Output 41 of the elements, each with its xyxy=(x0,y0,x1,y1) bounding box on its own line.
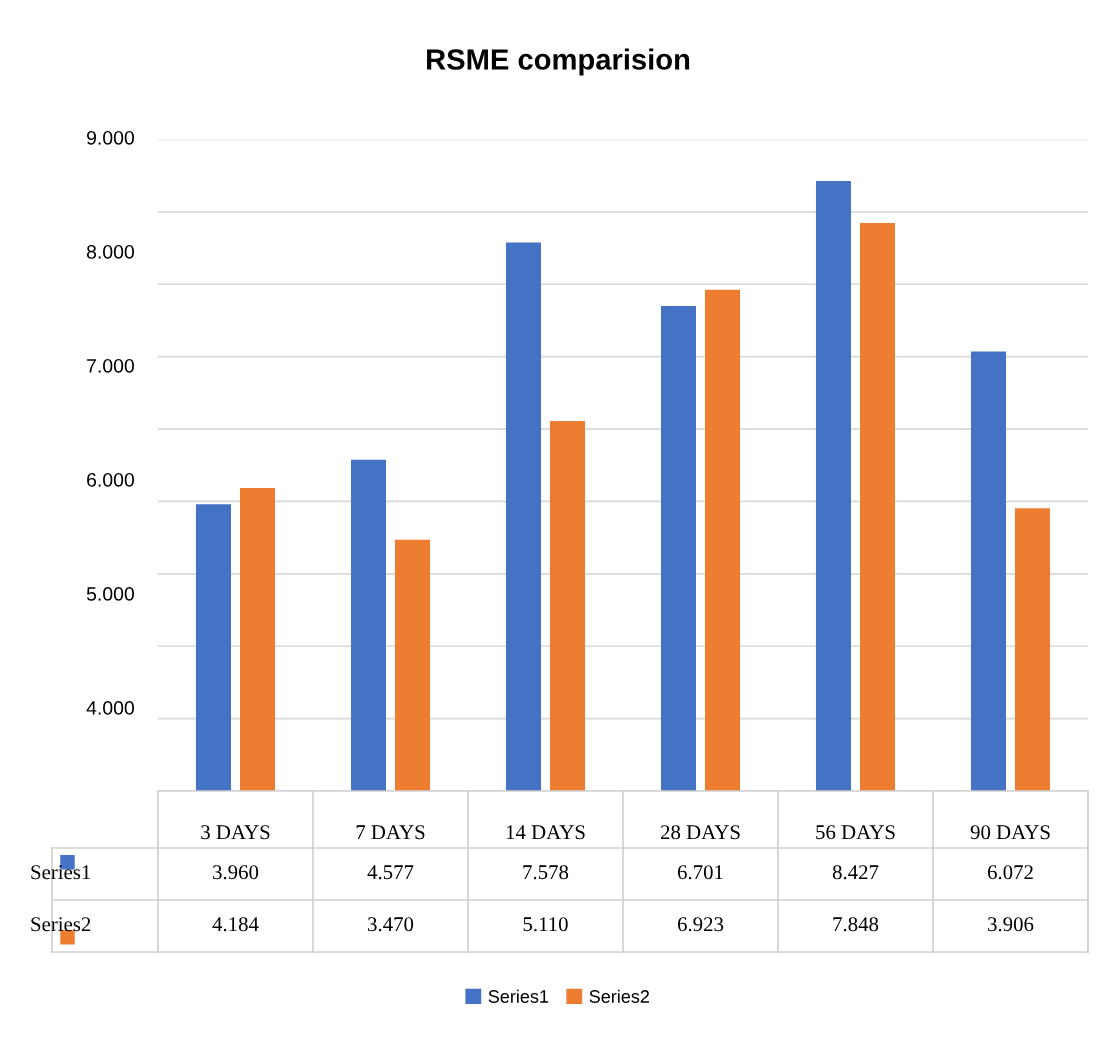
text: 5.000 xyxy=(86,587,134,601)
data-label: 4.184 xyxy=(212,917,259,932)
data-label: 6.072 xyxy=(987,865,1033,880)
x-tick-label: 90 DAYS xyxy=(970,825,1050,840)
data-label: 6.923 xyxy=(677,917,724,932)
bar xyxy=(660,305,696,791)
chart-title: RSME comparision xyxy=(427,48,690,76)
legend-label: Series1 xyxy=(488,989,549,1003)
bar xyxy=(704,289,741,791)
bar xyxy=(970,351,1006,791)
data-label: 6.701 xyxy=(677,865,723,880)
bar xyxy=(1014,508,1051,791)
text: 7.000 xyxy=(87,358,134,373)
data-label: 4.577 xyxy=(367,865,414,880)
x-tick-label: 14 DAYS xyxy=(506,825,585,840)
text: Series2 xyxy=(31,917,91,932)
data-label: 3.906 xyxy=(988,917,1034,932)
x-tick-label: 7 DAYS xyxy=(356,825,425,840)
text: Series1 xyxy=(31,865,91,880)
data-label: 8.427 xyxy=(832,865,879,880)
bar xyxy=(859,222,896,791)
bar xyxy=(815,180,851,791)
text: 4.000 xyxy=(86,701,134,715)
text: 9.000 xyxy=(87,130,134,145)
data-label: 5.110 xyxy=(523,917,568,932)
bar xyxy=(394,539,431,791)
bar xyxy=(549,421,586,791)
bar xyxy=(195,504,231,791)
data-label: 3.470 xyxy=(368,917,414,932)
text: 8.000 xyxy=(86,244,134,259)
x-tick-label: 28 DAYS xyxy=(660,825,740,840)
bar xyxy=(239,488,276,791)
bar xyxy=(350,459,386,791)
text: 6.000 xyxy=(87,472,134,487)
x-tick-label: 56 DAYS xyxy=(816,825,895,840)
legend-label: Series2 xyxy=(589,989,650,1003)
bar xyxy=(505,242,541,791)
x-tick-label: 3 DAYS xyxy=(201,825,270,840)
data-label: 7.848 xyxy=(833,917,879,932)
data-label: 7.578 xyxy=(523,865,569,880)
data-label: 3.960 xyxy=(213,865,259,880)
